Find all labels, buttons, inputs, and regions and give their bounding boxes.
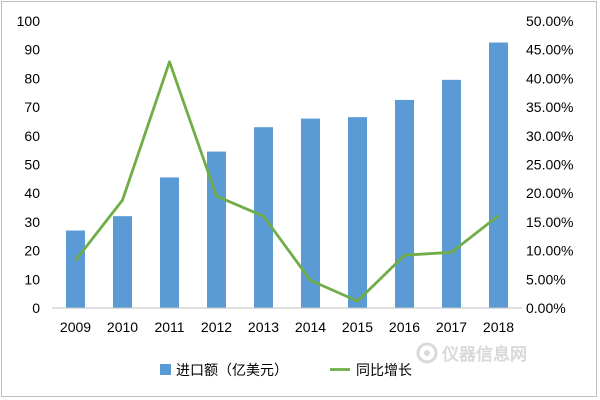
y-left-tick-label: 40 (24, 185, 40, 201)
bar-2017 (442, 79, 461, 309)
y-left-tick-label: 70 (24, 99, 40, 115)
y-left-tick-label: 30 (24, 214, 40, 230)
x-tick-label: 2018 (483, 319, 514, 335)
x-tick-label: 2013 (248, 319, 279, 335)
x-tick-label: 2016 (389, 319, 420, 335)
x-tick-label: 2011 (154, 319, 184, 335)
y-right-tick-label: 35.00% (526, 99, 573, 115)
bar-2014 (301, 118, 320, 308)
y-right-tick-label: 15.00% (526, 214, 573, 230)
y-left-tick-label: 0 (32, 300, 40, 316)
legend-line-label: 同比增长 (356, 363, 412, 379)
y-right-tick-label: 20.00% (526, 185, 573, 201)
y-right-tick-label: 5.00% (526, 271, 566, 287)
y-right-tick-label: 30.00% (526, 128, 573, 144)
y-left-tick-label: 20 (24, 243, 40, 259)
legend: 进口额（亿美元） 同比增长 (160, 363, 412, 379)
axes: 0 10 20 30 40 50 60 70 80 90 100 0.00% 5.00% 10.00% 15… (17, 13, 574, 335)
y-left-tick-label: 100 (17, 13, 41, 29)
y-left-tick-label: 80 (24, 70, 40, 86)
watermark-text: 仪器信息网 (441, 344, 527, 365)
y-left-tick-label: 60 (24, 128, 40, 144)
x-tick-label: 2015 (342, 319, 373, 335)
line-series (74, 60, 500, 303)
y-left-tick-label: 50 (24, 157, 40, 173)
legend-bar-swatch (160, 364, 171, 375)
y-right-tick-label: 45.00% (526, 42, 573, 58)
bar-2015 (348, 117, 367, 309)
bar-2016 (395, 99, 414, 308)
x-tick-label: 2009 (60, 319, 91, 335)
y-left-tick-label: 90 (24, 42, 40, 58)
y-right-tick-label: 10.00% (526, 243, 573, 259)
watermark: 仪器信息网 (416, 342, 527, 365)
y-left-tick-label: 10 (24, 271, 40, 287)
growth-line (74, 60, 500, 303)
x-tick-label: 2017 (436, 319, 467, 335)
bar-2010 (113, 216, 132, 308)
x-tick-label: 2012 (201, 319, 232, 335)
y-right-tick-label: 40.00% (526, 70, 573, 86)
y-right-tick-label: 25.00% (526, 157, 573, 173)
bar-2012 (207, 151, 226, 308)
bar-2018 (489, 42, 508, 309)
x-tick-label: 2010 (107, 319, 138, 335)
y-right-tick-label: 0.00% (526, 300, 566, 316)
bar-2009 (66, 230, 85, 308)
legend-bar-label: 进口额（亿美元） (176, 363, 288, 379)
x-tick-label: 2014 (295, 319, 326, 335)
bar-2011 (160, 177, 179, 308)
watermark-logo-icon (416, 342, 438, 364)
y-right-tick-label: 50.00% (526, 13, 573, 29)
